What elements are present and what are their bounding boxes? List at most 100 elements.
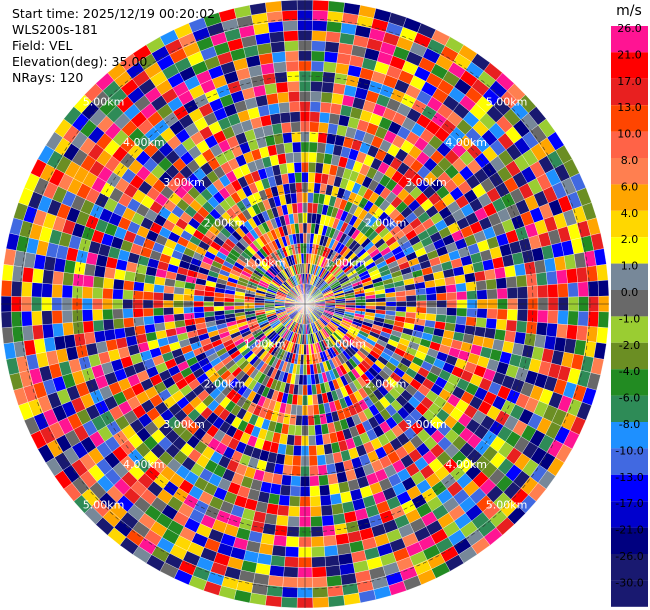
velocity-gate [32, 268, 44, 284]
velocity-gate [275, 81, 289, 94]
velocity-gate [285, 536, 300, 548]
nrays-label: NRays: 120 [12, 70, 84, 85]
velocity-gate [286, 162, 295, 174]
velocity-gate [311, 40, 326, 52]
velocity-gate [576, 325, 589, 342]
velocity-gate [267, 575, 284, 588]
colorbar-cell [611, 527, 648, 554]
velocity-gate [266, 585, 283, 598]
range-ring-label: 3.00km [163, 176, 205, 189]
velocity-gate [455, 282, 467, 293]
velocity-gate [289, 485, 301, 497]
velocity-gate [292, 151, 302, 163]
velocity-gate [545, 270, 558, 286]
colorbar-tick-label: 4.0 [621, 207, 639, 220]
velocity-gate [264, 82, 278, 95]
velocity-gate [312, 404, 320, 416]
velocity-gate [295, 182, 303, 194]
velocity-gate [41, 283, 53, 298]
velocity-gate [496, 308, 508, 321]
velocity-gate [21, 311, 33, 327]
velocity-gate [329, 102, 343, 115]
velocity-gate [290, 475, 301, 487]
colorbar-tick-label: -30.0 [615, 576, 643, 589]
velocity-gate [436, 307, 447, 316]
velocity-gate [92, 276, 105, 289]
colorbar-cell [611, 210, 648, 238]
velocity-gate [153, 314, 165, 324]
velocity-gate [486, 288, 498, 300]
velocity-gate [52, 322, 65, 338]
velocity-gate [324, 453, 335, 465]
velocity-gate [315, 444, 325, 456]
colorbar-tick-label: -8.0 [619, 418, 640, 431]
velocity-gate [42, 269, 54, 285]
velocity-gate [266, 10, 283, 23]
velocity-gate [566, 324, 578, 340]
colorbar-tick-label: 6.0 [621, 180, 639, 193]
range-ring-label: 2.00km [365, 378, 407, 391]
velocity-gate [122, 289, 134, 300]
velocity-gate [309, 475, 320, 487]
velocity-gate [309, 101, 322, 113]
velocity-gate [285, 60, 300, 72]
velocity-gate [485, 318, 498, 330]
velocity-gate [83, 263, 96, 277]
velocity-gate [283, 142, 294, 154]
velocity-gate [312, 576, 328, 588]
velocity-gate [325, 31, 341, 43]
velocity-gate [163, 307, 174, 316]
velocity-gate [31, 310, 43, 326]
colorbar-tick-label: -13.0 [615, 471, 643, 484]
velocity-gate [103, 266, 116, 280]
velocity-gate [425, 286, 437, 295]
velocity-gate [112, 288, 124, 300]
velocity-gate [596, 264, 609, 282]
colorbar-cell [611, 184, 648, 211]
velocity-gate [103, 328, 116, 342]
velocity-gate [312, 596, 330, 609]
velocity-gate [123, 280, 135, 291]
velocity-gate [266, 92, 279, 105]
colorbar-cell [611, 52, 648, 79]
range-ring-label: 3.00km [163, 418, 205, 431]
colorbar-tick-label: -1.0 [619, 312, 640, 325]
velocity-gate [444, 276, 456, 286]
velocity-gate [143, 282, 155, 293]
velocity-gate [92, 287, 104, 299]
colorbar-cell [611, 316, 648, 343]
velocity-gate [281, 122, 292, 134]
colorbar-cell [611, 290, 648, 317]
velocity-gate [535, 272, 548, 286]
velocity-gate [324, 555, 340, 567]
velocity-gate [1, 264, 14, 282]
velocity-gate [287, 80, 300, 93]
velocity-gate [173, 293, 184, 301]
velocity-gate [515, 274, 528, 288]
velocity-gate [475, 280, 487, 291]
velocity-gate [282, 576, 298, 588]
velocity-gate [310, 515, 323, 528]
velocity-gate [82, 320, 95, 334]
velocity-gate [537, 309, 549, 324]
velocity-gate [327, 0, 345, 13]
velocity-gate [435, 285, 447, 294]
plot-info: Start time: 2025/12/19 00:20:02 WLS200s-… [12, 6, 215, 86]
velocity-gate [318, 474, 329, 486]
velocity-gate [321, 514, 335, 527]
velocity-gate [288, 495, 301, 507]
colorbar-cell [611, 474, 648, 502]
velocity-gate [319, 101, 332, 114]
velocity-gate [385, 296, 397, 303]
velocity-gate [269, 565, 285, 577]
velocity-gate [288, 101, 301, 113]
velocity-gate [556, 323, 568, 339]
colorbar-cell [611, 554, 648, 581]
velocity-gate [307, 414, 315, 426]
velocity-gate [445, 314, 457, 324]
velocity-gate [317, 464, 328, 476]
velocity-gate [504, 330, 517, 343]
velocity-gate [295, 414, 303, 426]
velocity-gate [21, 325, 34, 342]
velocity-gate [299, 232, 304, 244]
